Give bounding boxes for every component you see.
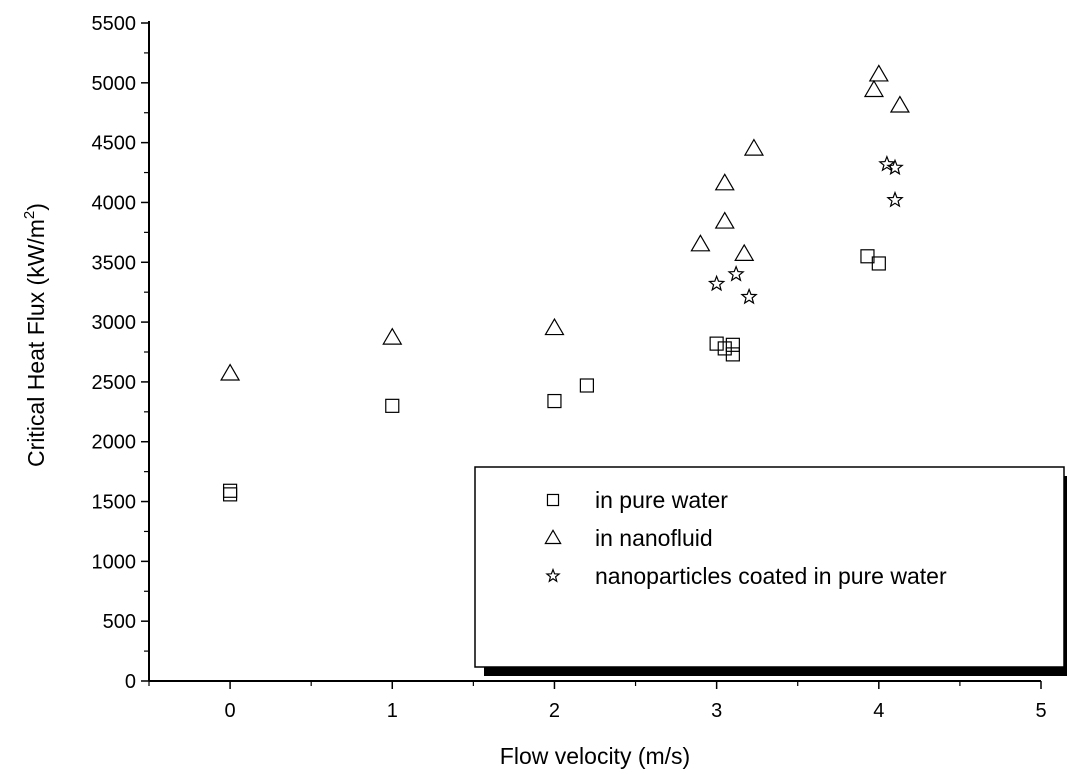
- point-in-nanofluid: [544, 317, 565, 336]
- x-tick-label: 1: [387, 700, 398, 722]
- point-nanoparticles-coated-in-pure-water: [727, 265, 745, 282]
- y-tick-label: 1000: [92, 551, 137, 573]
- legend-box: [474, 466, 1065, 668]
- y-tick-label: 2000: [92, 432, 137, 454]
- y-axis-title-superscript: 2: [21, 211, 38, 219]
- y-tick-label: 3000: [92, 312, 137, 334]
- point-in-nanofluid: [889, 95, 910, 113]
- point-in-nanofluid: [220, 363, 241, 381]
- data-marks: [220, 64, 910, 502]
- point-in-nanofluid: [714, 173, 735, 191]
- point-nanoparticles-coated-in-pure-water: [878, 155, 896, 172]
- axes: [148, 21, 1041, 682]
- y-tick-label: 2500: [92, 372, 137, 394]
- point-nanoparticles-coated-in-pure-water: [886, 158, 904, 176]
- y-tick-label: 0: [125, 671, 136, 693]
- point-in-nanofluid: [863, 79, 884, 98]
- legend-items: in pure water in nanofluid nanoparticles c…: [544, 487, 947, 589]
- x-tick-label: 2: [549, 700, 560, 722]
- point-in-nanofluid: [714, 211, 735, 229]
- y-tick-label: 500: [103, 611, 136, 633]
- point-nanoparticles-coated-in-pure-water: [707, 274, 726, 292]
- legend-marker-in-nanofluid: [544, 529, 562, 545]
- legend-label-in-pure-water: in pure water: [595, 487, 728, 513]
- point-nanoparticles-coated-in-pure-water: [886, 190, 904, 208]
- point-in-pure-water: [547, 393, 562, 409]
- y-tick-label: 5500: [92, 13, 137, 35]
- legend-label-nanoparticles-coated-in-pure-water: nanoparticles coated in pure water: [595, 563, 947, 589]
- y-axis-title-close: ): [23, 203, 49, 211]
- y-tick-label: 1500: [92, 492, 137, 514]
- legend: in pure water in nanofluid nanoparticles c…: [474, 466, 1067, 676]
- ticks: 0 500 1000 1500 2000 2500 3000 3500 4000 4500 5000…: [92, 13, 1047, 722]
- point-in-nanofluid: [382, 327, 403, 345]
- x-tick-label: 3: [711, 700, 722, 722]
- point-in-nanofluid: [690, 234, 711, 252]
- point-in-pure-water: [222, 483, 238, 498]
- y-tick-label: 4000: [92, 192, 137, 214]
- point-in-nanofluid: [868, 64, 889, 82]
- x-tick-label: 5: [1035, 700, 1046, 722]
- y-tick-label: 5000: [92, 73, 137, 95]
- point-in-pure-water: [871, 256, 886, 271]
- point-in-nanofluid: [734, 243, 755, 261]
- point-in-pure-water: [725, 347, 740, 362]
- point-in-pure-water: [579, 378, 594, 393]
- point-in-pure-water: [222, 487, 238, 502]
- point-in-pure-water: [860, 249, 875, 264]
- legend-marker-in-pure-water: [546, 493, 560, 507]
- point-nanoparticles-coated-in-pure-water: [740, 287, 758, 305]
- point-in-pure-water: [709, 336, 724, 351]
- y-axis-title: Critical Heat Flux (kW/m2): [21, 203, 49, 467]
- y-tick-label: 4500: [92, 133, 137, 155]
- x-tick-label: 4: [873, 700, 884, 722]
- legend-label-in-nanofluid: in nanofluid: [595, 525, 713, 551]
- point-in-pure-water: [385, 398, 400, 413]
- y-axis-title-main: Critical Heat Flux (kW/m: [23, 219, 49, 467]
- point-in-nanofluid: [743, 138, 764, 156]
- x-axis-title: Flow velocity (m/s): [500, 743, 690, 769]
- x-tick-label: 0: [225, 700, 236, 722]
- legend-marker-nanoparticles-coated-in-pure-water: [545, 567, 561, 583]
- y-tick-label: 3500: [92, 252, 137, 274]
- point-in-pure-water: [725, 337, 740, 352]
